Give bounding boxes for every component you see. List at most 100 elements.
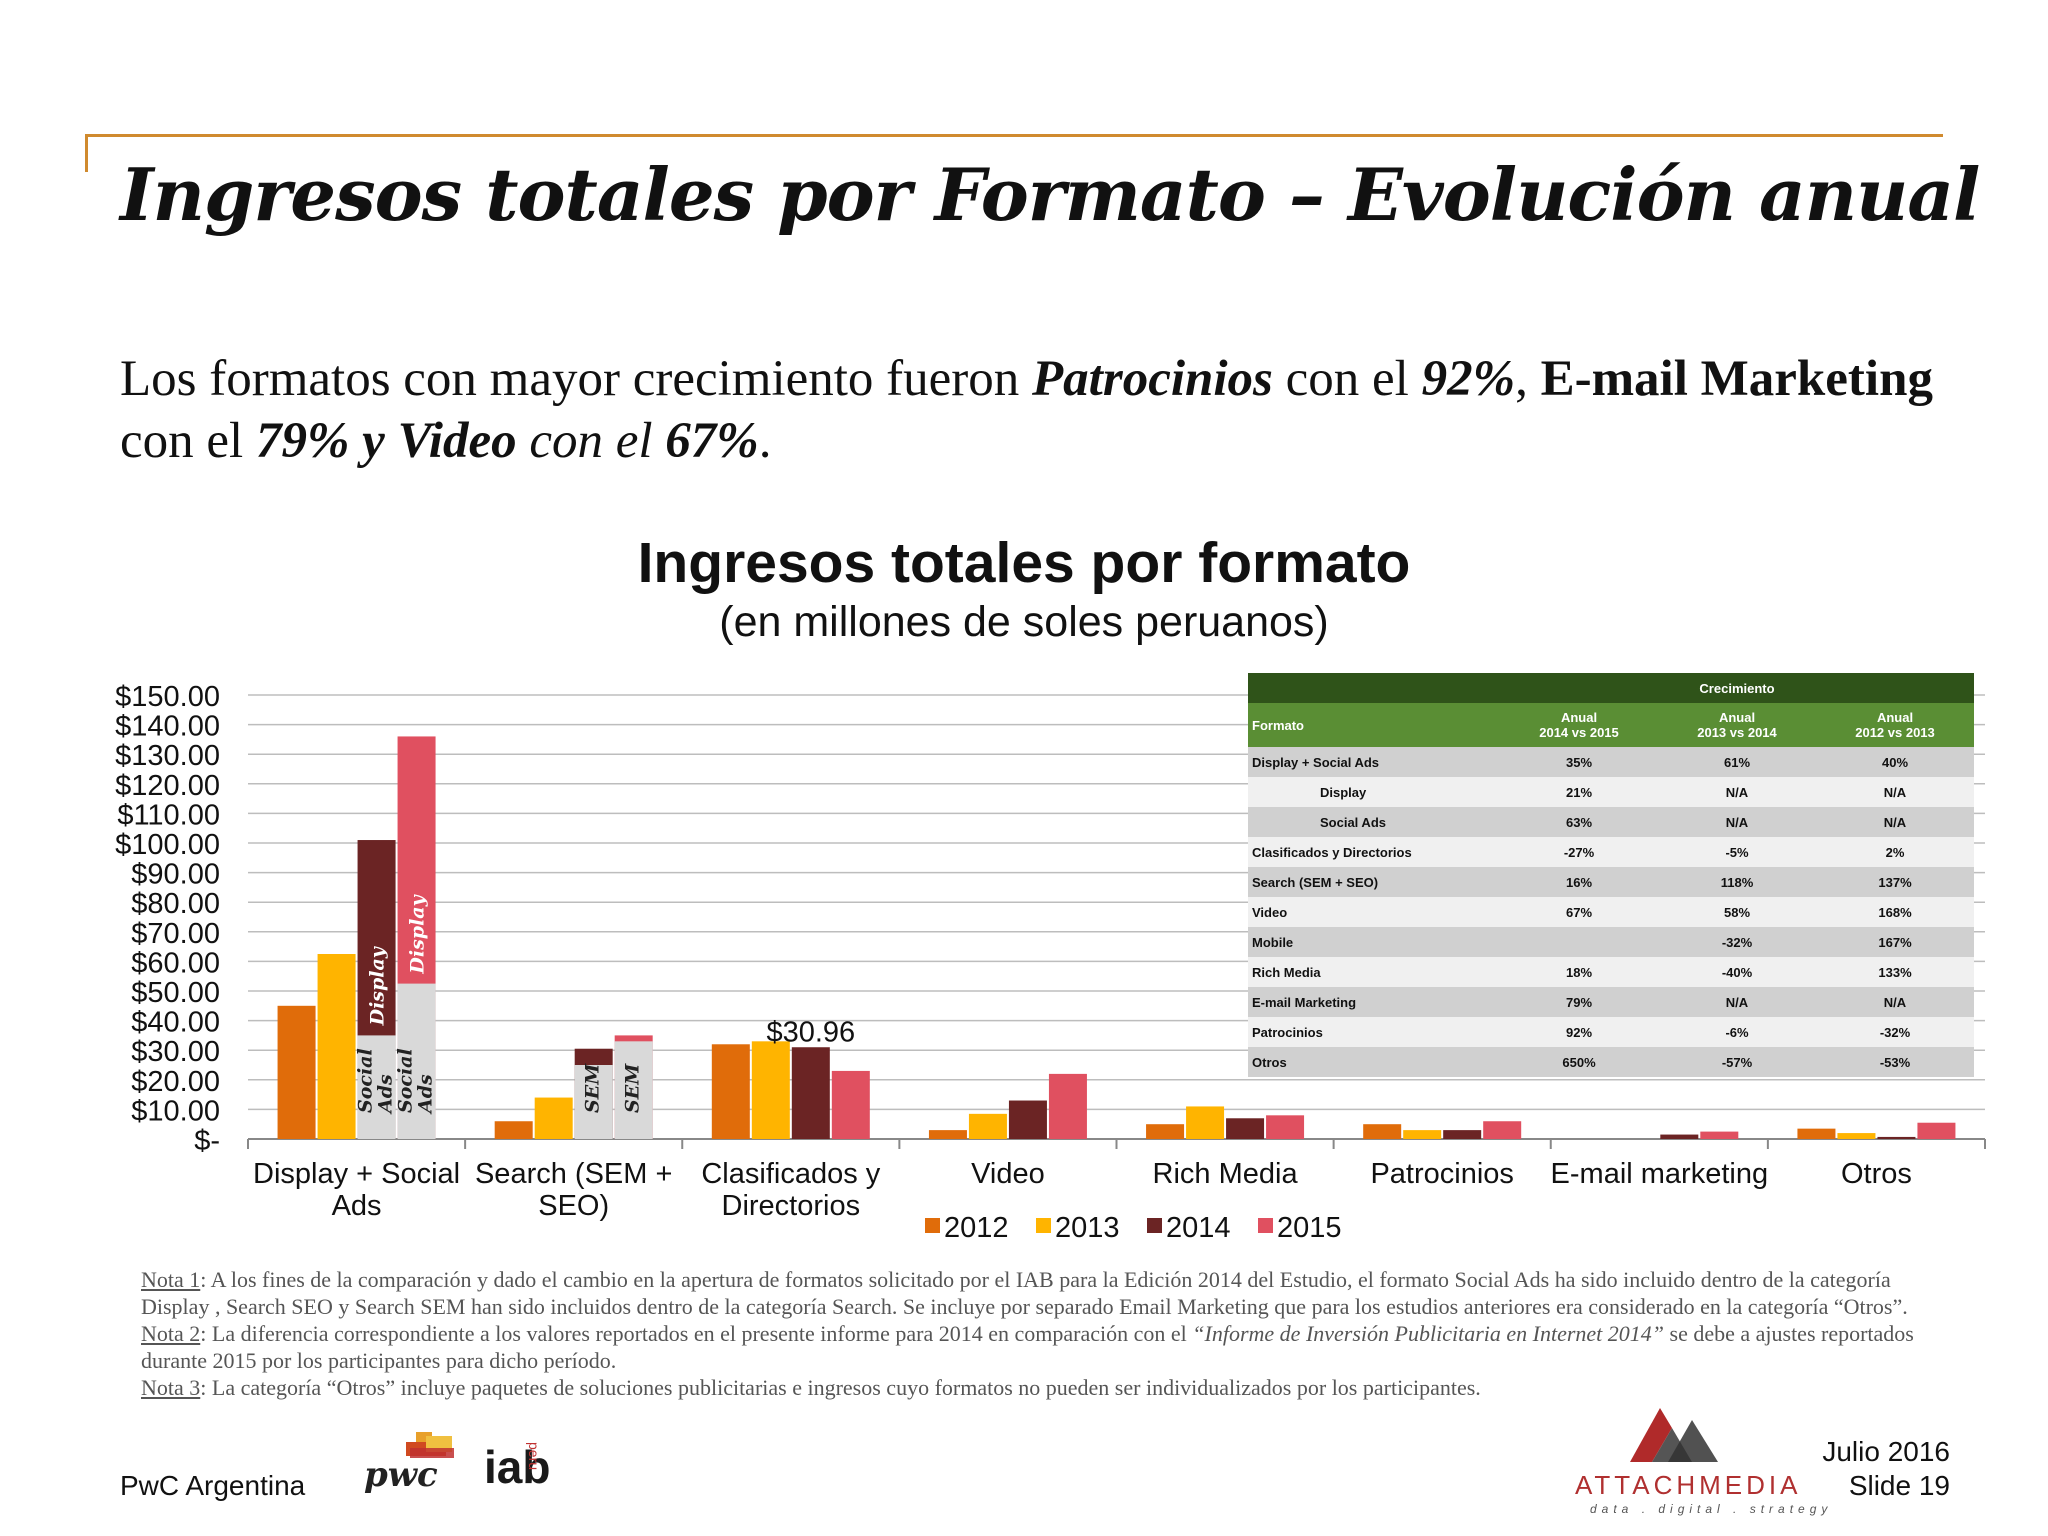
bar-2013 xyxy=(1186,1106,1225,1139)
table-header-line: 2013 vs 2014 xyxy=(1697,725,1777,740)
x-tick-label: Patrocinios xyxy=(1370,1158,1513,1190)
headline-part: con el xyxy=(120,413,256,469)
y-tick-label: $120.00 xyxy=(115,770,220,802)
y-tick-label: $80.00 xyxy=(131,888,220,920)
table-header-line: 2014 vs 2015 xyxy=(1539,725,1619,740)
table-cell: 63% xyxy=(1500,807,1658,837)
bar-segment-label: Social xyxy=(395,1048,417,1113)
legend-swatch xyxy=(1147,1218,1162,1233)
table-cell xyxy=(1500,927,1658,957)
table-cell: 61% xyxy=(1658,747,1816,777)
table-row-label: Display + Social Ads xyxy=(1248,747,1500,777)
iab-country: peru xyxy=(526,1442,542,1471)
table-cell: 168% xyxy=(1816,897,1974,927)
title-rule-tick xyxy=(85,134,88,172)
bar-segment-label: Display xyxy=(367,945,389,1026)
y-tick-label: $100.00 xyxy=(115,829,220,861)
pwc-logo-text: pwc xyxy=(364,1455,438,1495)
table-row-label: E-mail Marketing xyxy=(1248,987,1500,1017)
table-row: Search (SEM + SEO) 16% 118% 137% xyxy=(1248,867,1974,897)
bar-segment-label: Display xyxy=(407,893,429,974)
table-header-cell: Anual 2012 vs 2013 xyxy=(1816,703,1974,747)
bar-2015 xyxy=(1048,1073,1087,1139)
y-tick-label: $10.00 xyxy=(131,1095,220,1127)
table-cell: 21% xyxy=(1500,777,1658,807)
bar-2014 xyxy=(791,1047,830,1139)
table-cell: 35% xyxy=(1500,747,1658,777)
bar-2012 xyxy=(494,1121,533,1139)
table-row: Video 67% 58% 168% xyxy=(1248,897,1974,927)
bar-2015 xyxy=(1266,1115,1305,1139)
legend-entry: 2014 xyxy=(1166,1212,1231,1244)
note-2-text: : La diferencia correspondiente a los va… xyxy=(200,1321,1193,1346)
footer-org: PwC Argentina xyxy=(120,1470,306,1501)
table-cell: -32% xyxy=(1816,1017,1974,1047)
table-cell: 137% xyxy=(1816,867,1974,897)
bar-segment-label: Social xyxy=(355,1048,377,1113)
table-row-label: Otros xyxy=(1248,1047,1500,1077)
headline: Los formatos con mayor crecimiento fuero… xyxy=(120,348,1940,472)
table-row: Display 21% N/A N/A xyxy=(1248,777,1974,807)
table-cell: 650% xyxy=(1500,1047,1658,1077)
note-3-text: : La categoría “Otros” incluye paquetes … xyxy=(200,1375,1481,1400)
x-tick-label: Rich Media xyxy=(1153,1158,1299,1190)
slide-title: Ingresos totales por Formato – Evolución… xyxy=(120,152,1980,237)
bar-2013 xyxy=(534,1097,573,1139)
bar-2015 xyxy=(1917,1122,1956,1139)
y-tick-label: $60.00 xyxy=(131,947,220,979)
table-header-cell xyxy=(1248,673,1500,703)
x-tick-label: Video xyxy=(971,1158,1045,1190)
y-tick-label: $130.00 xyxy=(115,740,220,772)
table-row: Rich Media 18% -40% 133% xyxy=(1248,957,1974,987)
table-cell: N/A xyxy=(1658,777,1816,807)
table-cell: 118% xyxy=(1658,867,1816,897)
table-cell: 167% xyxy=(1816,927,1974,957)
x-tick-label: Search (SEM + xyxy=(475,1158,672,1190)
footer-date: Julio 2016 xyxy=(1822,1436,1950,1467)
note-1-label: Nota 1 xyxy=(141,1267,201,1292)
footer-date-slide: Julio 2016 Slide 19 xyxy=(1800,1435,1950,1503)
y-tick-label: $90.00 xyxy=(131,859,220,891)
table-header-line: 2012 vs 2013 xyxy=(1855,725,1935,740)
legend-entry: 2012 xyxy=(944,1212,1009,1244)
note-1-text: : A los fines de la comparación y dado e… xyxy=(141,1267,1908,1319)
headline-part: , xyxy=(1515,351,1541,407)
table-header-cell: Anual 2013 vs 2014 xyxy=(1658,703,1816,747)
headline-part: con el xyxy=(516,413,666,469)
table-cell: 16% xyxy=(1500,867,1658,897)
table-header-cell: Formato xyxy=(1248,703,1500,747)
table-cell: N/A xyxy=(1816,987,1974,1017)
bar-2013 xyxy=(1403,1130,1442,1139)
bar-2013 xyxy=(968,1113,1007,1139)
note-3-label: Nota 3 xyxy=(141,1375,201,1400)
y-tick-label: $110.00 xyxy=(117,799,220,831)
table-header-row: Formato Anual 2014 vs 2015 Anual 2013 vs 201… xyxy=(1248,703,1974,747)
table-row-label: Video xyxy=(1248,897,1500,927)
headline-part: 92% xyxy=(1421,351,1516,407)
table-cell: N/A xyxy=(1816,807,1974,837)
table-cell: -40% xyxy=(1658,957,1816,987)
table-cell: -6% xyxy=(1658,1017,1816,1047)
table-row-label: Search (SEM + SEO) xyxy=(1248,867,1500,897)
y-tick-label: $- xyxy=(194,1125,220,1157)
table-cell: -5% xyxy=(1658,837,1816,867)
bar-2013 xyxy=(317,954,356,1139)
growth-table: Crecimiento Formato Anual 2014 vs 2015 Anual… xyxy=(1248,673,1974,1077)
chart-subtitle: (en millones de soles peruanos) xyxy=(719,598,1329,646)
x-tick-label: Ads xyxy=(332,1190,382,1222)
table-cell: -32% xyxy=(1658,927,1816,957)
headline-part: Patrocinios xyxy=(1032,351,1273,407)
bar-2012 xyxy=(928,1130,967,1139)
bar-2014 xyxy=(1008,1100,1047,1139)
table-header-cell: Crecimiento xyxy=(1500,673,1974,703)
table-header-row: Crecimiento xyxy=(1248,673,1974,703)
title-rule xyxy=(85,134,1943,137)
table-header-line: Anual xyxy=(1718,710,1756,725)
note-2-italic: “Informe de Inversión Publicitaria en In… xyxy=(1192,1321,1665,1346)
table-cell: 92% xyxy=(1500,1017,1658,1047)
bar-2013 xyxy=(751,1041,790,1139)
table-row: Mobile -32% 167% xyxy=(1248,927,1974,957)
x-tick-label: Display + Social xyxy=(253,1158,460,1190)
legend-swatch xyxy=(1258,1218,1273,1233)
headline-part: Los formatos con mayor crecimiento fuero… xyxy=(120,351,1033,407)
